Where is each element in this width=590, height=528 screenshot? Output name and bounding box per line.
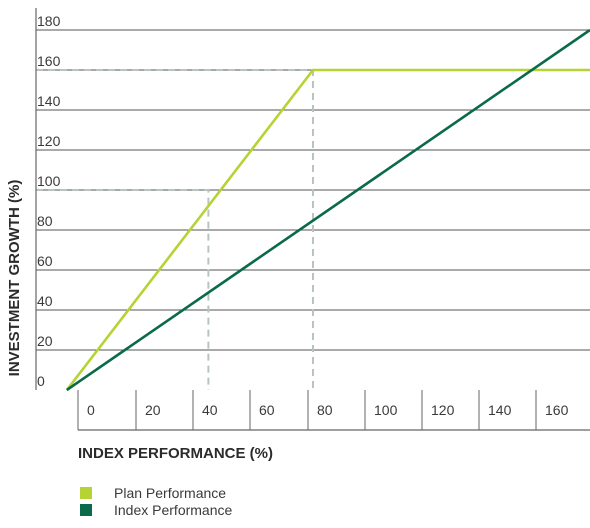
x-tick-label: 120: [431, 402, 455, 418]
y-tick-label: 180: [37, 13, 61, 29]
y-tick-label: 60: [37, 253, 53, 269]
x-tick-label: 20: [145, 402, 161, 418]
reference-line-0: [36, 189, 210, 390]
x-tick-label: 60: [259, 402, 275, 418]
axes: [35, 8, 590, 431]
y-tick-label: 40: [37, 293, 53, 309]
y-tick-labels: 0 20 40 60 80 100 120 140 160 180: [37, 13, 61, 389]
y-tick-label: 120: [37, 133, 61, 149]
legend-label: Index Performance: [114, 502, 232, 518]
series-line-plan-performance: [65, 68, 590, 391]
x-tick-labels: 0 20 40 60 80 100 120 140 160: [87, 402, 569, 418]
x-tick-label: 160: [545, 402, 569, 418]
series-lines: [65, 28, 590, 392]
x-tick-label: 100: [374, 402, 398, 418]
x-axis-title: INDEX PERFORMANCE (%): [78, 445, 273, 462]
legend-swatch: [80, 504, 92, 516]
y-tick-label: 160: [37, 53, 61, 69]
y-tick-label: 20: [37, 333, 53, 349]
legend-label: Plan Performance: [114, 485, 226, 501]
legend-swatch: [80, 487, 92, 499]
y-tick-label: 0: [37, 373, 45, 389]
x-tick-label: 0: [87, 402, 95, 418]
x-tick-label: 140: [488, 402, 512, 418]
y-tick-label: 140: [37, 93, 61, 109]
y-tick-label: 100: [37, 173, 61, 189]
x-tick-label: 80: [317, 402, 333, 418]
y-axis-title: INVESTMENT GROWTH (%): [6, 180, 23, 377]
series-line-index-performance: [66, 28, 590, 392]
y-tick-label: 80: [37, 213, 53, 229]
x-tick-label: 40: [202, 402, 218, 418]
